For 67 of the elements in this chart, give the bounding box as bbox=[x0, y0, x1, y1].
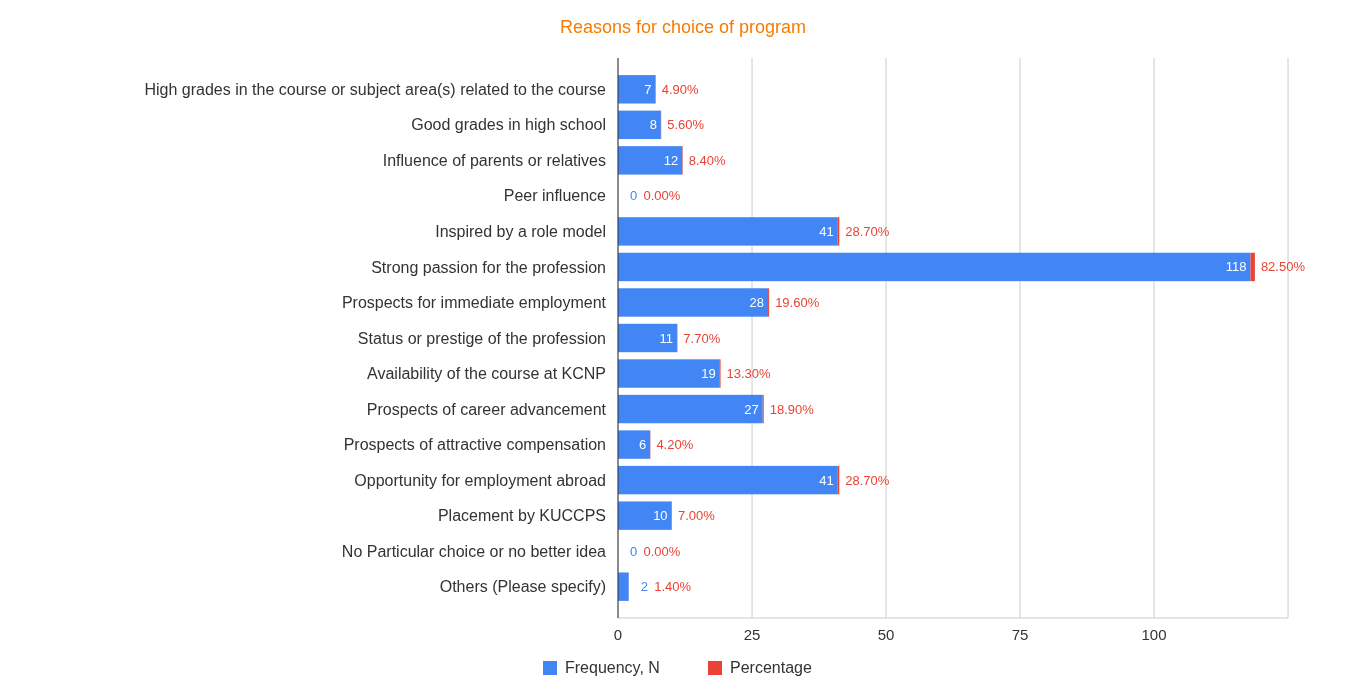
y-tick-label: No Particular choice or no better idea bbox=[341, 542, 607, 560]
y-tick-label: Others (Please specify) bbox=[439, 578, 606, 596]
bar bbox=[618, 359, 720, 388]
x-tick-label: 0 bbox=[613, 626, 623, 643]
bar bbox=[618, 465, 838, 495]
data-label: 0.00% bbox=[643, 188, 681, 204]
y-tick-label: Opportunity for employment abroad bbox=[354, 471, 606, 489]
bar bbox=[1250, 252, 1255, 282]
data-label: 13.30% bbox=[726, 366, 772, 382]
data-label: 0 bbox=[630, 543, 638, 559]
data-label: 118 bbox=[1225, 259, 1247, 275]
bar bbox=[618, 430, 651, 459]
data-label: 0 bbox=[630, 188, 638, 204]
bar bbox=[618, 572, 629, 601]
bar bbox=[618, 501, 672, 530]
x-tick-label: 75 bbox=[1011, 626, 1029, 643]
y-tick-label: High grades in the course or subject area(s) related to the course bbox=[144, 80, 607, 98]
y-tick-label: Good grades in high school bbox=[411, 116, 606, 134]
bar bbox=[618, 217, 838, 246]
data-label: 19.60% bbox=[775, 295, 820, 311]
y-tick-label: Placement by KUCCPS bbox=[437, 507, 606, 525]
y-tick-label: Prospects of attractive compensation bbox=[343, 436, 606, 454]
data-label: 11 bbox=[659, 330, 673, 346]
y-tick-label: Inspired by a role model bbox=[435, 223, 606, 241]
bar bbox=[618, 323, 677, 353]
data-label: 10 bbox=[653, 508, 668, 524]
y-tick-label: Peer influence bbox=[503, 187, 607, 205]
legend-label: Frequency, N bbox=[565, 659, 660, 676]
bar bbox=[618, 75, 656, 104]
y-tick-label: Strong passion for the profession bbox=[371, 258, 606, 276]
data-label: 4.90% bbox=[661, 81, 700, 97]
data-label: 8 bbox=[649, 117, 657, 133]
data-label: 41 bbox=[819, 223, 834, 239]
data-label: 0.00% bbox=[643, 543, 681, 559]
data-label: 2 bbox=[640, 579, 648, 595]
data-label: 7.70% bbox=[683, 330, 721, 346]
y-tick-label: Prospects for immediate employment bbox=[341, 294, 607, 312]
data-label: 4.20% bbox=[656, 437, 694, 453]
data-label: 8.40% bbox=[688, 152, 727, 168]
y-tick-label: Influence of parents or relatives bbox=[382, 151, 606, 169]
data-label: 19 bbox=[701, 366, 716, 382]
data-label: 27 bbox=[744, 401, 759, 417]
data-label: 7.00% bbox=[677, 508, 716, 524]
data-label: 6 bbox=[638, 437, 647, 453]
data-label: 82.50% bbox=[1260, 259, 1306, 275]
bar bbox=[618, 252, 1251, 282]
y-tick-label: Status or prestige of the profession bbox=[357, 329, 606, 347]
bar bbox=[618, 146, 683, 175]
y-tick-label: Availability of the course at KCNP bbox=[367, 365, 606, 383]
data-label: 12 bbox=[663, 152, 679, 168]
legend-label: Percentage bbox=[730, 659, 812, 676]
x-tick-label: 50 bbox=[877, 626, 895, 643]
chart-title: Reasons for choice of program bbox=[559, 17, 807, 37]
data-label: 41 bbox=[819, 472, 834, 488]
x-tick-label: 25 bbox=[743, 626, 761, 643]
data-label: 1.40% bbox=[654, 579, 692, 595]
data-label: 7 bbox=[644, 81, 652, 97]
bar bbox=[618, 288, 769, 317]
x-tick-label: 100 bbox=[1141, 626, 1167, 643]
bar bbox=[618, 394, 763, 424]
y-tick-label: Prospects of career advancement bbox=[366, 400, 607, 418]
data-label: 5.60% bbox=[667, 117, 705, 133]
data-label: 28 bbox=[749, 295, 765, 311]
data-label: 28.70% bbox=[845, 223, 890, 239]
data-label: 18.90% bbox=[769, 401, 815, 417]
bar bbox=[618, 110, 661, 140]
data-label: 28.70% bbox=[845, 472, 890, 488]
